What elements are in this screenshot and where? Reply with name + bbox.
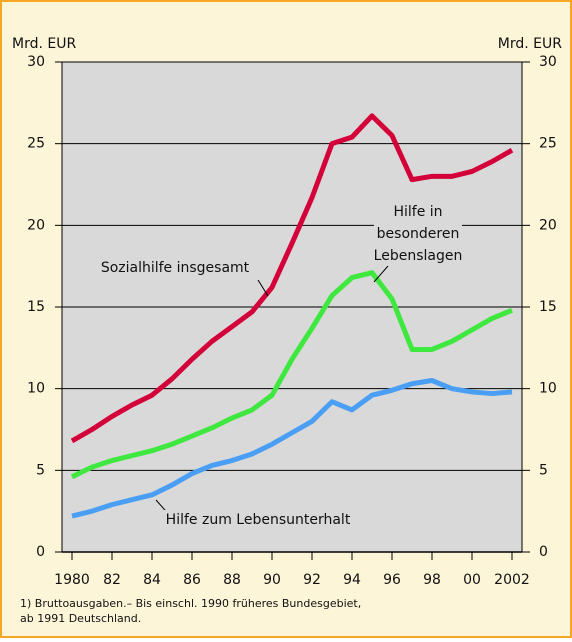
footnote: 1) Bruttoausgaben.– Bis einschl. 1990 fr… [20,597,361,610]
leader-line [373,265,389,283]
x-tick-label: 94 [343,572,361,588]
x-tick-label: 88 [223,572,241,588]
x-tick-label: 84 [143,572,161,588]
y2-tick-label: 25 [539,136,557,152]
series-label: Hilfe zum Lebensunterhalt [166,512,351,528]
label-background [85,258,265,278]
footnote: ab 1991 Deutschland. [20,612,141,625]
series-label: besonderen [377,226,460,242]
y-tick-label: 25 [27,136,45,152]
x-tick-label: 98 [423,572,441,588]
x-tick-label: 82 [103,572,121,588]
label-background [369,246,467,266]
x-tick-label: 1980 [54,572,90,588]
y2-tick-label: 5 [539,462,548,478]
series-line [70,270,513,480]
leader-line [257,279,269,297]
label-background [374,224,462,244]
y-tick-label: 5 [36,462,45,478]
y-tick-label: 0 [36,544,45,560]
y-tick-label: 10 [27,381,45,397]
x-tick-label: 00 [463,572,481,588]
y2-tick-label: 20 [539,217,557,233]
y-tick-label: 15 [27,299,45,315]
x-tick-label: 2002 [494,572,530,588]
x-tick-label: 86 [183,572,201,588]
series-line [71,378,513,519]
y-tick-label: 30 [27,54,45,70]
y2-tick-label: 0 [539,544,548,560]
y-tick-label: 20 [27,217,45,233]
series-label: Sozialhilfe insgesamt [101,260,250,276]
label-background [382,202,454,222]
x-tick-label: 92 [303,572,321,588]
x-tick-label: 96 [383,572,401,588]
y2-tick-label: 15 [539,299,557,315]
x-tick-label: 90 [263,572,281,588]
y-axis-label: Mrd. EUR [12,36,76,52]
series-label: Hilfe in [393,204,442,220]
label-background [152,510,364,530]
series-label: Lebenslagen [374,248,463,264]
y2-tick-label: 10 [539,381,557,397]
series-line [70,113,514,444]
y2-axis-label: Mrd. EUR [498,36,562,52]
y2-tick-label: 30 [539,54,557,70]
